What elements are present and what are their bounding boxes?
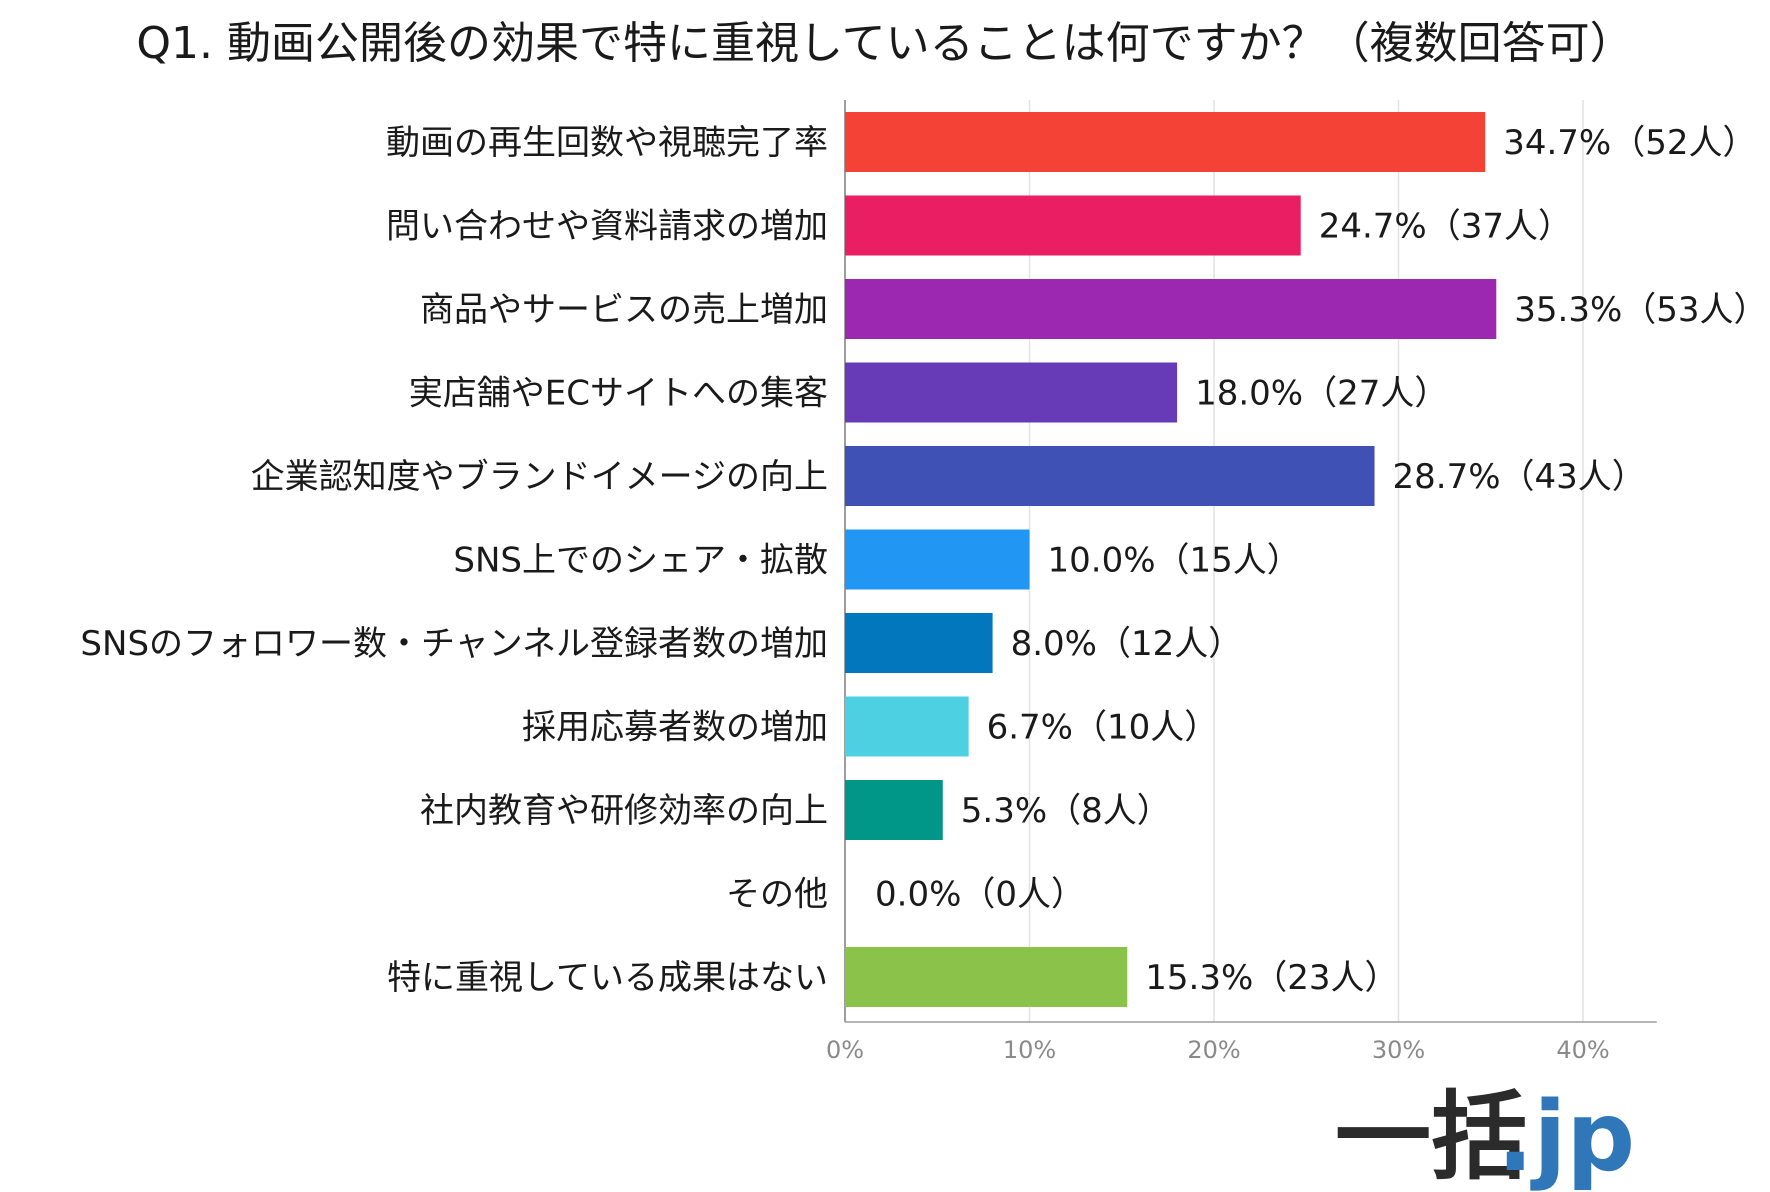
bar [845,112,1486,172]
category-labels: 動画の再生回数や視聴完了率問い合わせや資料請求の増加商品やサービスの売上増加実店… [80,123,828,998]
bar [845,947,1128,1007]
bar [845,279,1497,339]
logo: 一括 .jp [1335,1081,1635,1192]
x-tick-label: 30% [1372,1036,1425,1064]
data-label: 0.0%（0人） [875,875,1085,915]
data-label: 35.3%（53人） [1514,290,1767,330]
x-tick-label: 10% [1003,1036,1056,1064]
data-label: 24.7%（37人） [1319,207,1572,247]
bar [845,613,993,673]
data-label: 34.7%（52人） [1503,123,1756,163]
category-label: 採用応募者数の増加 [522,708,828,748]
data-label: 5.3%（8人） [961,791,1171,831]
bar [845,780,943,840]
chart-title: Q1. 動画公開後の効果で特に重視していることは何ですか？（複数回答可） [136,18,1633,69]
category-label: 企業認知度やブランドイメージの向上 [251,457,828,497]
data-label: 28.7%（43人） [1393,457,1646,497]
category-label: 商品やサービスの売上増加 [420,290,828,330]
x-tick-label: 0% [826,1036,864,1064]
category-label: その他 [726,875,828,915]
value-labels: 34.7%（52人） 24.7%（37人） 35.3%（53人） 18.0%（27人）… [875,123,1768,998]
bar [845,529,1030,590]
logo-main-text: 一括 [1335,1081,1527,1192]
x-axis-ticks: 0% 10% 20% 30% 40% [826,1036,1610,1064]
data-label: 15.3%（23人） [1145,958,1398,998]
data-label: 18.0%（27人） [1195,374,1448,414]
category-label: 動画の再生回数や視聴完了率 [386,123,828,163]
bar [845,195,1301,256]
category-label: SNS上でのシェア・拡散 [453,541,828,581]
category-label: SNSのフォロワー数・チャンネル登録者数の増加 [80,624,828,664]
category-label: 社内教育や研修効率の向上 [420,791,828,831]
category-label: 実店舗やECサイトへの集客 [409,374,828,414]
category-label: 特に重視している成果はない [387,958,828,998]
data-label: 8.0%（12人） [1011,624,1243,664]
bar [845,446,1375,506]
bar [845,696,969,757]
x-tick-label: 40% [1556,1036,1609,1064]
x-tick-label: 20% [1187,1036,1240,1064]
bars [845,112,1497,1007]
data-label: 6.7%（10人） [987,708,1219,748]
bar [845,362,1178,423]
data-label: 10.0%（15人） [1048,541,1301,581]
category-label: 問い合わせや資料請求の増加 [386,207,828,247]
logo-sub-text: .jp [1497,1081,1635,1192]
